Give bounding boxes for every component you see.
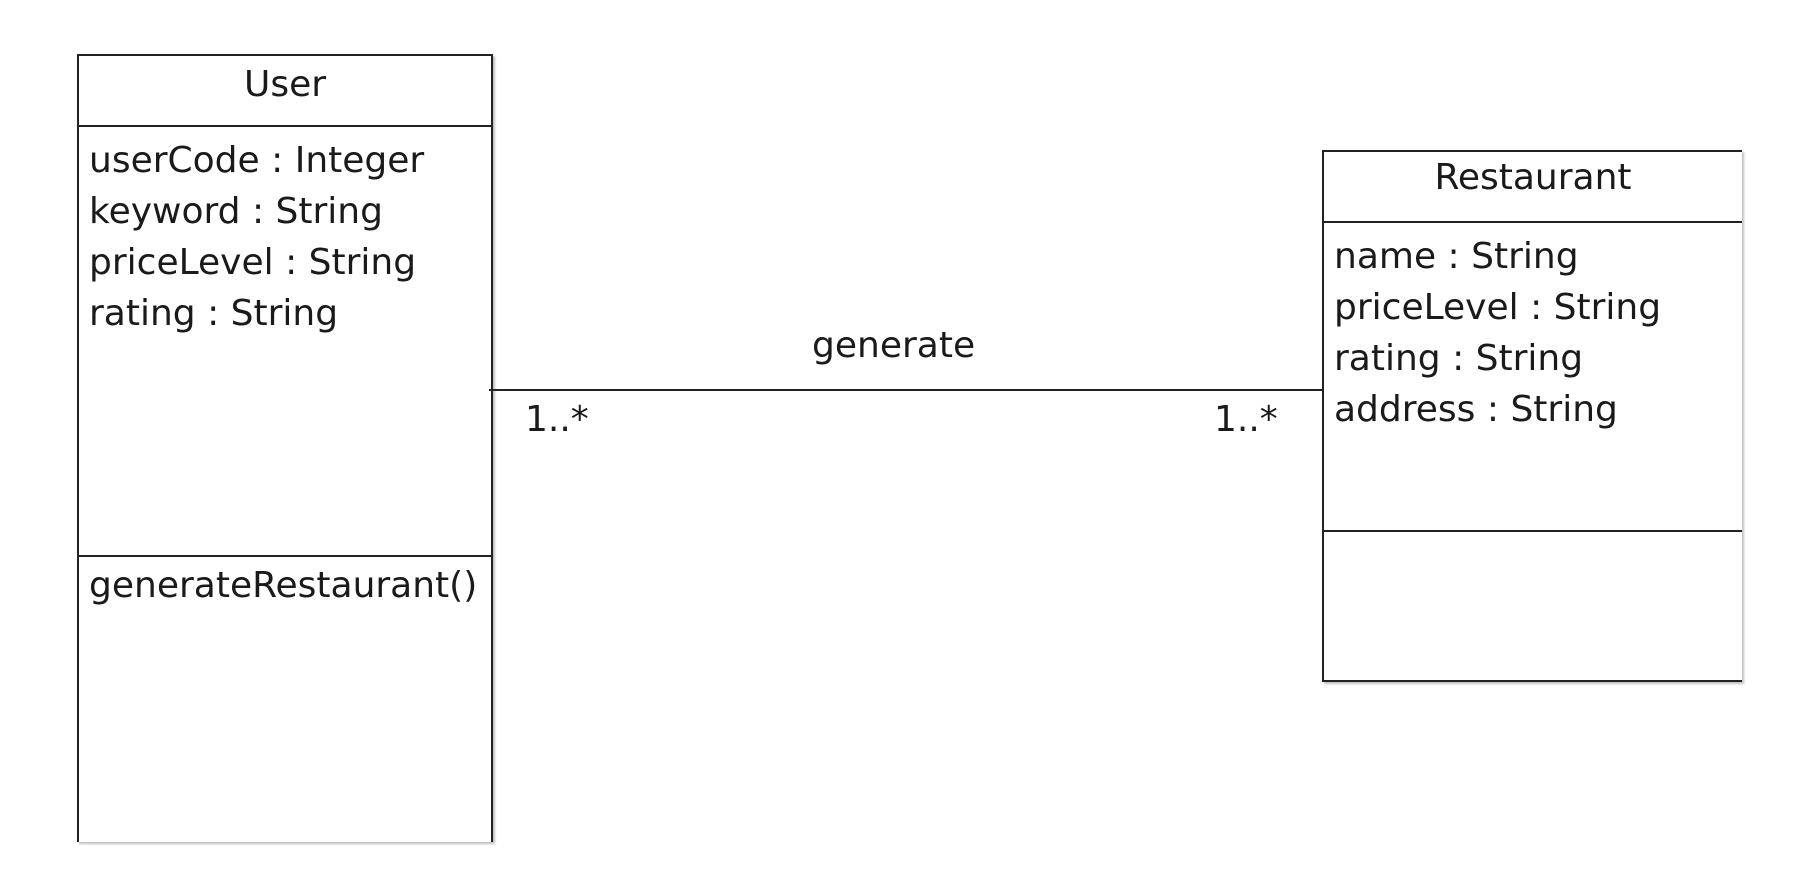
name-attribute-divider bbox=[1324, 221, 1742, 223]
operation-generaterestaurant: generateRestaurant() bbox=[89, 565, 478, 606]
attribute-address: address : String bbox=[1334, 389, 1618, 430]
user-attributes-compartment: userCode : Integer keyword : String pric… bbox=[89, 135, 487, 339]
multiplicity-restaurant-end: 1..* bbox=[1214, 399, 1278, 440]
attribute-operation-divider bbox=[1324, 530, 1742, 532]
restaurant-class-box[interactable]: Restaurant name : String priceLevel : St… bbox=[1322, 150, 1742, 682]
class-name-user: User bbox=[243, 64, 327, 105]
attribute-rating: rating : String bbox=[89, 293, 339, 334]
user-class-box[interactable]: User userCode : Integer keyword : String… bbox=[77, 54, 493, 842]
name-attribute-divider bbox=[79, 125, 491, 127]
attribute-keyword: keyword : String bbox=[89, 191, 383, 232]
attribute-name: name : String bbox=[1334, 236, 1579, 277]
restaurant-attributes-compartment: name : String priceLevel : String rating… bbox=[1334, 231, 1738, 435]
association-line[interactable] bbox=[489, 389, 1324, 391]
attribute-usercode: userCode : Integer bbox=[89, 140, 425, 181]
multiplicity-user-end: 1..* bbox=[525, 399, 589, 440]
attribute-rating: rating : String bbox=[1334, 338, 1584, 379]
attribute-pricelevel: priceLevel : String bbox=[1334, 287, 1662, 328]
attribute-pricelevel: priceLevel : String bbox=[89, 242, 417, 283]
association-name: generate bbox=[812, 325, 976, 366]
class-name-restaurant: Restaurant bbox=[1434, 157, 1632, 198]
user-operations-compartment: generateRestaurant() bbox=[89, 560, 487, 611]
attribute-operation-divider bbox=[79, 555, 491, 557]
